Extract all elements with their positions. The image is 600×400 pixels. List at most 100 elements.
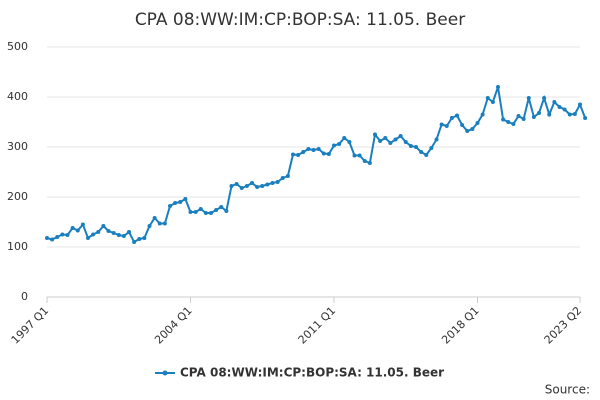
- x-tick-label: 1997 Q1: [9, 304, 52, 347]
- data-point: [388, 141, 393, 145]
- legend-marker: [162, 370, 168, 376]
- data-point: [521, 117, 526, 121]
- data-point: [91, 232, 96, 237]
- data-point: [214, 208, 219, 212]
- data-point: [572, 112, 577, 116]
- x-tick-label: 2018 Q1: [439, 304, 482, 347]
- data-point: [80, 222, 85, 227]
- data-point: [173, 201, 178, 205]
- data-point: [152, 216, 157, 220]
- data-point: [203, 211, 208, 215]
- data-point: [578, 102, 582, 107]
- data-point: [583, 116, 588, 120]
- data-point: [65, 233, 70, 237]
- data-point: [280, 176, 285, 180]
- data-point: [342, 136, 347, 140]
- data-point: [465, 129, 470, 133]
- y-tick-label: 100: [7, 240, 28, 253]
- data-point: [45, 236, 49, 240]
- data-point: [547, 112, 552, 117]
- data-point: [383, 136, 388, 140]
- data-line: [46, 86, 587, 244]
- data-point: [106, 229, 111, 233]
- data-point: [157, 221, 162, 226]
- data-point: [557, 105, 562, 109]
- data-point: [219, 205, 224, 209]
- data-point: [567, 112, 572, 117]
- data-point: [378, 139, 383, 143]
- data-point: [485, 96, 490, 100]
- data-point: [511, 122, 516, 126]
- data-point: [562, 107, 567, 112]
- data-point: [393, 137, 398, 142]
- data-point: [234, 182, 239, 186]
- data-point: [70, 226, 75, 230]
- data-point: [55, 235, 60, 239]
- data-point: [265, 182, 270, 187]
- data-point: [526, 96, 531, 100]
- data-point: [224, 209, 229, 213]
- y-tick-label: 300: [7, 140, 28, 153]
- data-point: [316, 147, 321, 151]
- data-point: [408, 144, 413, 148]
- data-point: [449, 116, 454, 120]
- data-point: [419, 150, 424, 154]
- data-point: [86, 236, 90, 240]
- data-point: [198, 207, 203, 211]
- data-point: [178, 200, 183, 204]
- data-point: [439, 122, 444, 127]
- data-point: [162, 221, 167, 226]
- data-point: [75, 228, 80, 233]
- y-tick-label: 200: [7, 190, 28, 203]
- x-tick-label: 2023 Q2: [542, 304, 585, 347]
- data-point: [137, 237, 142, 241]
- data-point: [480, 112, 485, 117]
- data-point: [362, 159, 367, 163]
- data-point: [496, 85, 500, 89]
- data-point: [506, 120, 511, 124]
- x-tick-label: 2004 Q1: [152, 304, 195, 347]
- data-point: [398, 134, 403, 138]
- x-tick-label: 2011 Q1: [296, 304, 339, 347]
- data-point: [490, 100, 495, 104]
- data-point: [332, 143, 336, 148]
- data-point: [321, 151, 326, 156]
- data-point: [542, 96, 547, 100]
- data-point: [127, 230, 131, 234]
- data-point: [250, 181, 254, 185]
- data-point: [434, 137, 439, 142]
- data-point: [101, 224, 106, 228]
- data-point: [531, 115, 536, 119]
- data-point: [296, 153, 301, 157]
- data-point: [183, 197, 188, 201]
- legend-label: CPA 08:WW:IM:CP:BOP:SA: 11.05. Beer: [180, 366, 444, 380]
- data-point: [111, 231, 116, 235]
- data-point: [414, 145, 418, 149]
- data-point: [403, 140, 408, 144]
- data-point: [460, 123, 465, 127]
- data-point: [50, 237, 55, 242]
- data-point: [96, 230, 101, 234]
- chart-title: CPA 08:WW:IM:CP:BOP:SA: 11.05. Beer: [135, 10, 465, 30]
- data-point: [373, 132, 377, 137]
- data-point: [552, 100, 557, 104]
- data-point: [116, 233, 121, 237]
- data-point: [244, 184, 249, 188]
- data-point: [516, 114, 521, 118]
- data-point: [255, 185, 260, 189]
- data-point: [132, 240, 137, 244]
- data-point: [188, 210, 193, 214]
- data-point: [275, 180, 280, 184]
- data-point: [193, 210, 198, 214]
- data-point: [260, 184, 265, 188]
- y-tick-label: 500: [7, 40, 28, 53]
- data-point: [147, 224, 152, 228]
- data-point: [424, 153, 429, 157]
- data-point: [311, 148, 316, 152]
- data-point: [306, 147, 311, 151]
- data-point: [357, 153, 362, 158]
- data-point: [429, 146, 434, 150]
- data-point: [470, 127, 475, 131]
- data-point: [367, 161, 372, 165]
